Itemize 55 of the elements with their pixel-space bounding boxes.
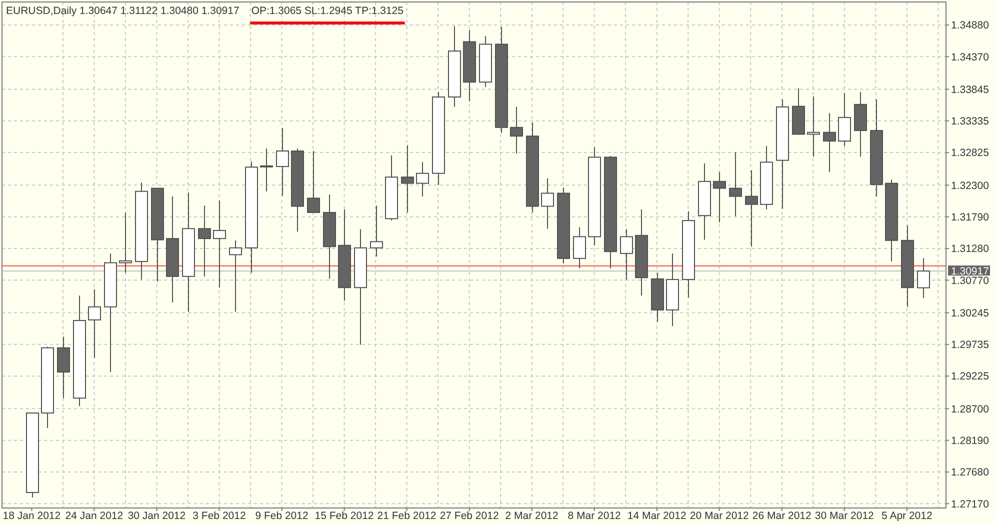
x-tick-label: 30 Mar 2012: [814, 510, 874, 522]
y-tick-label: 1.32825: [951, 147, 990, 160]
x-tick-label: 27 Feb 2012: [440, 510, 499, 522]
x-tick-label: 5 Apr 2012: [882, 510, 932, 522]
y-tick-label: 1.33335: [951, 116, 990, 128]
candlestick: [510, 106, 523, 154]
y-tick-label: 1.29225: [951, 370, 990, 383]
candlestick: [198, 205, 211, 277]
y-tick-label: 1.32300: [951, 180, 990, 192]
x-tick-label: 8 Mar 2012: [568, 510, 622, 522]
x-tick-label: 21 Feb 2012: [377, 510, 436, 522]
y-tick-label: 1.27680: [951, 466, 990, 479]
candlestick: [260, 148, 273, 192]
candlestick: [307, 150, 320, 213]
candlestick: [917, 258, 930, 299]
x-tick-label: 9 Feb 2012: [255, 510, 308, 522]
candlestick: [370, 205, 383, 258]
y-tick-label: 1.34370: [951, 51, 990, 64]
ref-line-label: 1.30917: [951, 266, 990, 278]
y-tick-label: 1.28190: [951, 435, 990, 447]
x-tick-label: 18 Jan 2012: [2, 510, 61, 522]
x-tick-label: 24 Jan 2012: [65, 510, 124, 522]
y-tick-label: 1.34880: [951, 20, 990, 32]
x-tick-label: 26 Mar 2012: [752, 510, 812, 522]
y-tick-label: 1.31790: [951, 211, 990, 224]
candlestick: [823, 112, 836, 173]
x-tick-label: 20 Mar 2012: [690, 510, 750, 522]
candlestick: [119, 212, 132, 274]
y-tick-label: 1.31280: [951, 243, 990, 256]
candlestick: [745, 170, 758, 248]
x-tick-label: 15 Feb 2012: [314, 510, 374, 522]
y-tick-label: 1.27170: [951, 498, 990, 510]
candlestick: [729, 152, 742, 217]
y-tick-label: 1.28700: [951, 403, 990, 416]
candlestick: [541, 178, 554, 230]
x-tick-label: 2 Mar 2012: [505, 510, 559, 522]
candlestick: [88, 288, 101, 358]
x-tick-label: 3 Feb 2012: [192, 510, 246, 522]
y-tick-label: 1.30245: [951, 307, 990, 320]
x-tick-label: 14 Mar 2012: [627, 510, 686, 522]
candlestick: [229, 240, 242, 312]
x-tick-label: 30 Jan 2012: [128, 510, 186, 522]
candlestick: [401, 144, 414, 213]
candlestick: [620, 228, 633, 280]
candlestick: [213, 200, 226, 288]
annotation: OP:1.3065 SL:1.2945 TP:1.3125: [251, 5, 404, 17]
candlestick: [807, 96, 820, 158]
y-tick-label: 1.33845: [951, 84, 990, 96]
candlestick: [416, 162, 429, 197]
chart-title: EURUSD,Daily 1.30647 1.31122 1.30480 1.30917: [6, 5, 240, 17]
candlestick: [573, 226, 586, 269]
candlestick: [838, 92, 851, 147]
y-tick-label: 1.29735: [951, 339, 990, 352]
candlestick: [276, 128, 289, 196]
candlestick: [713, 172, 726, 223]
